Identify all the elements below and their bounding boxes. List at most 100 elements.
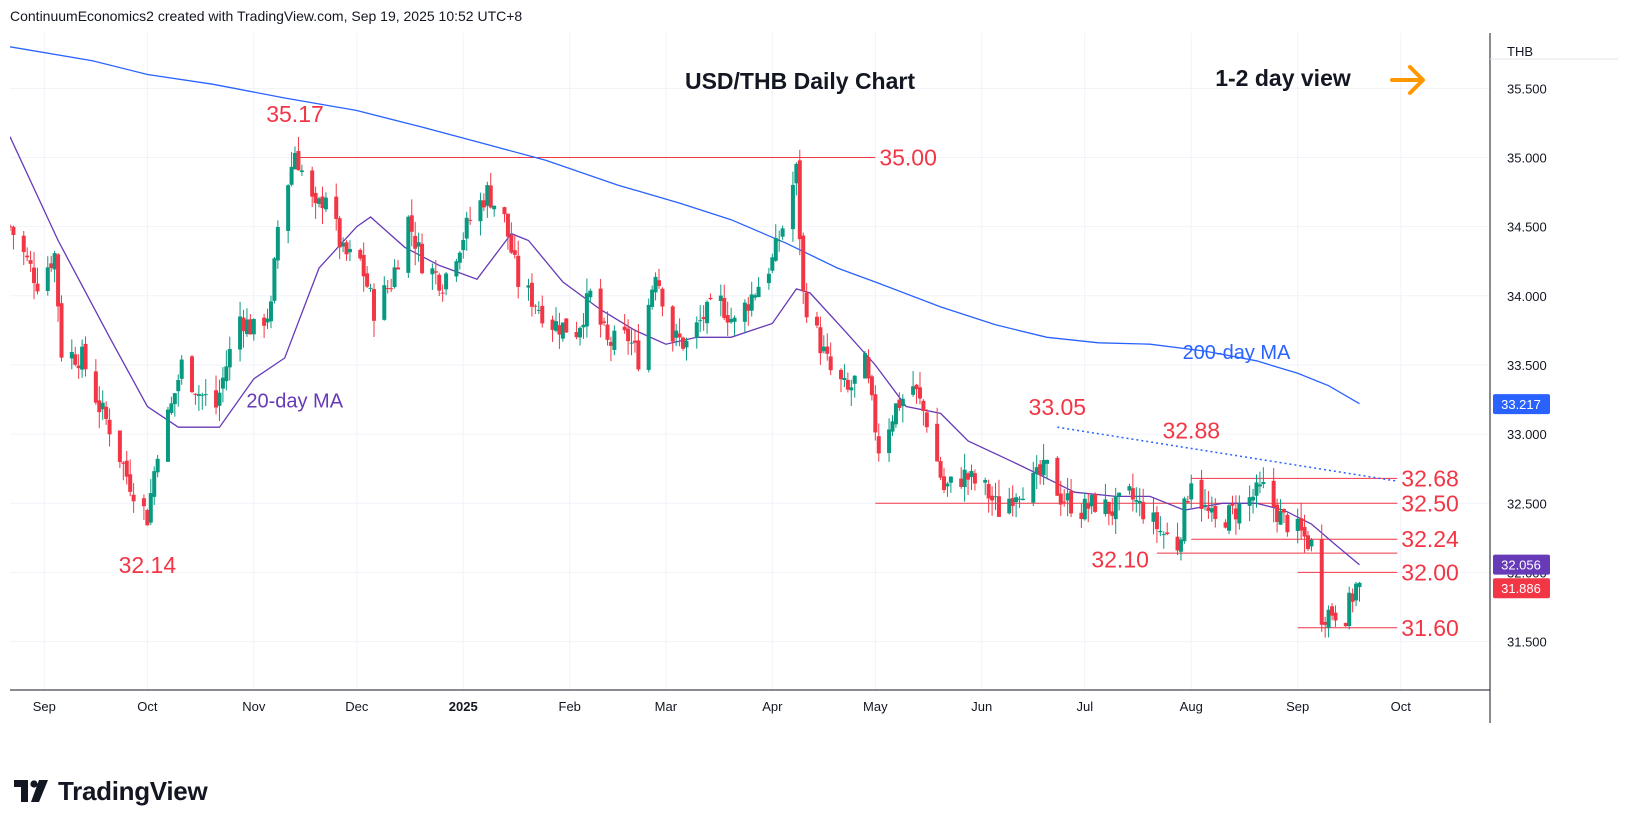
candle-body [516, 255, 521, 287]
candle-body [11, 226, 16, 235]
candle-body [214, 390, 219, 408]
candle-body [1306, 535, 1311, 550]
candle-body [924, 412, 929, 428]
candle-body [990, 495, 995, 501]
candle-body [1302, 526, 1307, 537]
candle-body [588, 290, 593, 298]
candle-body [416, 242, 421, 247]
price-badges: 33.217 32.056 31.886 [1493, 394, 1550, 599]
candle-body [890, 421, 895, 432]
candle-body [602, 321, 607, 323]
right-arrow-icon [1390, 65, 1425, 95]
candle-body [1233, 508, 1238, 520]
candle-body [657, 280, 662, 286]
candle-body [406, 216, 411, 273]
candle-body [1227, 505, 1232, 531]
candle-body [430, 268, 435, 275]
candle-body [1065, 493, 1070, 501]
candle-body [770, 257, 775, 271]
candle-body [1206, 507, 1211, 512]
candle-body [790, 184, 795, 230]
candle-body [25, 255, 30, 258]
candle-body [368, 287, 373, 289]
candle-body [1110, 511, 1115, 516]
candle-body [608, 341, 613, 346]
candle-body [948, 476, 953, 483]
candle-body [986, 483, 991, 499]
candle-body [1326, 609, 1331, 628]
candle-body [293, 152, 298, 170]
candle-body [1165, 532, 1170, 535]
tradingview-logo: TradingView [14, 776, 208, 806]
candle-body [97, 400, 102, 413]
candle-body [1275, 504, 1280, 522]
candle-body [1069, 491, 1074, 514]
candle-body [564, 318, 569, 333]
candle-body [1017, 498, 1022, 500]
candle-body [1106, 501, 1111, 514]
annotation-label: 32.10 [1091, 547, 1149, 573]
candle-body [268, 301, 273, 322]
candle-body [863, 353, 868, 379]
candle-body [28, 260, 33, 264]
candle-body [1251, 496, 1256, 501]
x-tick-label: Aug [1180, 699, 1203, 714]
candle-body [1034, 467, 1039, 475]
candle-body [729, 318, 734, 323]
candle-body [454, 261, 459, 277]
currency-label: THB [1507, 44, 1533, 59]
candle-body [1347, 592, 1352, 627]
candle-body [334, 196, 339, 219]
candle-body [1247, 497, 1252, 506]
candle-body [1299, 518, 1304, 531]
x-tick-label: 2025 [449, 699, 478, 714]
candle-body [409, 215, 414, 232]
x-tick-label: Sep [33, 699, 56, 714]
candle-body [1041, 459, 1046, 476]
candle-body [8, 226, 12, 228]
candle-body [241, 317, 246, 332]
candle-body [509, 235, 514, 253]
candle-body [107, 419, 112, 435]
candle-body [124, 460, 129, 477]
candle-body [347, 248, 352, 253]
candle-body [674, 330, 679, 338]
candle-body [131, 494, 136, 502]
candle-body [893, 403, 898, 425]
candle-body [1271, 480, 1276, 508]
candle-body [437, 274, 442, 291]
annotation-label: 20-day MA [246, 391, 343, 413]
candle-body [821, 346, 826, 352]
candle-body [876, 436, 881, 454]
candle-body [681, 337, 686, 349]
candle-body [536, 309, 541, 311]
level-label: 32.68 [1401, 465, 1459, 491]
candle-body [1278, 511, 1283, 525]
candle-body [828, 356, 833, 371]
candle-body [121, 462, 126, 464]
y-tick-label: 33.000 [1507, 427, 1547, 442]
candle-body [272, 258, 277, 301]
candle-body [900, 398, 905, 407]
candle-body [155, 458, 160, 473]
candle-body [1175, 536, 1180, 551]
candle-body [732, 317, 737, 322]
x-tick-label: Apr [762, 699, 783, 714]
candle-body [701, 317, 706, 320]
x-tick-label: Feb [559, 699, 581, 714]
candle-body [842, 377, 847, 381]
candle-body [797, 160, 802, 240]
candle-body [313, 192, 318, 204]
candle-body [361, 254, 366, 277]
candle-body [289, 166, 294, 185]
y-tick-label: 31.500 [1507, 635, 1547, 650]
candle-body [478, 200, 483, 222]
moving-averages [9, 46, 1360, 566]
chart-credit: ContinuumEconomics2 created with Trading… [10, 8, 523, 24]
candle-body [945, 483, 950, 487]
candle-body [993, 496, 998, 498]
candle-body [485, 185, 490, 206]
candle-body [1137, 500, 1142, 504]
candle-body [540, 305, 545, 324]
candle-body [766, 273, 771, 284]
